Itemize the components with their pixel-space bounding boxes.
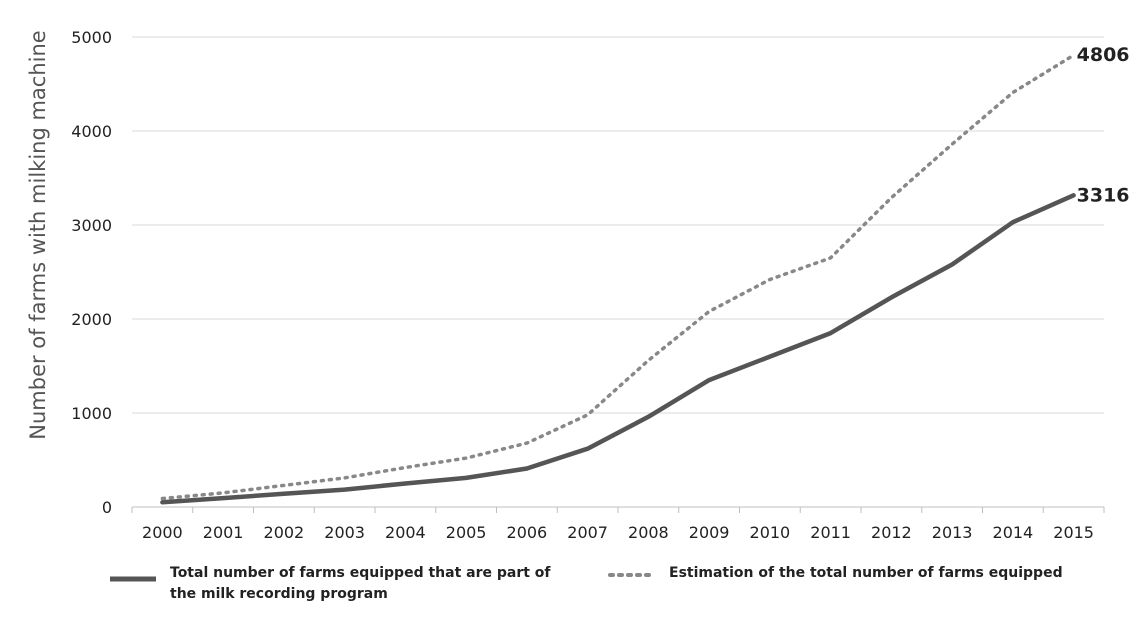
x-tick-label: 2005 [446, 523, 487, 542]
x-tick-label: 2008 [628, 523, 669, 542]
gridlines [132, 36, 1104, 414]
x-tick-label: 2010 [750, 523, 791, 542]
x-tick-label: 2013 [932, 523, 973, 542]
legend-swatch-solid [110, 576, 156, 582]
axes [131, 506, 1105, 513]
end-labels: 3316 4806 [1077, 44, 1130, 206]
x-tick-label: 2003 [324, 523, 365, 542]
legend-label-dotted: Estimation of the total number of farms … [669, 563, 1063, 584]
x-tick-label: 2006 [507, 523, 548, 542]
y-tick-label: 0 [102, 498, 112, 517]
legend-label-dotted-text: Estimation of the total number of farms … [669, 565, 1063, 581]
x-tick-labels: 2000 2001 2002 2003 2004 2005 2006 2007 2008 2009… [142, 523, 1094, 542]
x-tick-label: 2001 [203, 523, 244, 542]
y-tick-labels: 0 1000 2000 3000 4000 5000 [71, 28, 112, 517]
y-tick-label: 2000 [71, 310, 112, 329]
y-axis-label: Number of farms with milking machine [26, 30, 50, 439]
y-tick-label: 1000 [71, 404, 112, 423]
y-tick-label: 3000 [71, 216, 112, 235]
legend-label-solid: Total number of farms equipped that are … [170, 563, 551, 605]
y-tick-label: 4000 [71, 122, 112, 141]
end-label-estimation: 4806 [1077, 44, 1130, 66]
x-tick-label: 2009 [689, 523, 730, 542]
x-tick-label: 2004 [385, 523, 426, 542]
legend-swatch-dotted [608, 573, 657, 577]
x-tick-label: 2011 [810, 523, 851, 542]
x-tick-label: 2015 [1053, 523, 1094, 542]
series-line-total [160, 193, 1076, 505]
x-tick-label: 2002 [264, 523, 305, 542]
end-label-total: 3316 [1077, 184, 1130, 206]
series-lines [160, 53, 1076, 505]
x-tick-label: 2012 [871, 523, 912, 542]
legend-label-solid-line1: Total number of farms equipped that are … [170, 565, 551, 581]
x-tick-label: 2007 [567, 523, 608, 542]
x-tick-label: 2014 [993, 523, 1034, 542]
x-tick-label: 2000 [142, 523, 183, 542]
legend-label-solid-line2: the milk recording program [170, 586, 388, 602]
series-line-estimation [160, 53, 1076, 501]
y-tick-label: 5000 [71, 28, 112, 47]
